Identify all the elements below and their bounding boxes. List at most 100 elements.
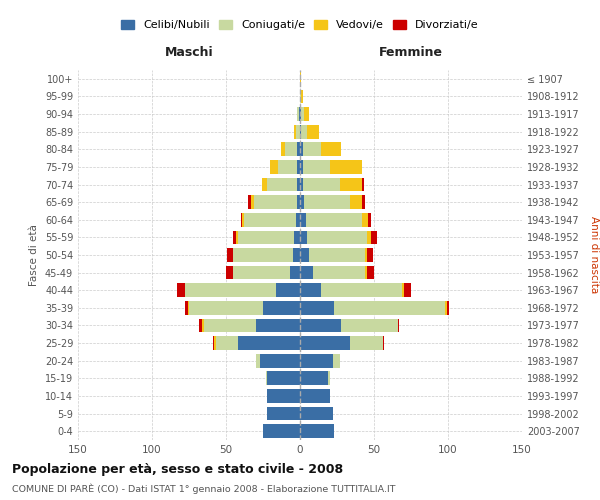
Bar [300,160,303,174]
Bar [214,336,215,350]
Bar [321,284,402,297]
Bar [306,213,362,226]
Bar [300,90,301,104]
Bar [367,230,371,244]
Bar [294,125,296,138]
Bar [185,284,277,297]
Bar [271,160,278,174]
Bar [285,142,297,156]
Text: Maschi: Maschi [164,46,214,60]
Bar [296,213,300,226]
Bar [300,248,309,262]
Bar [367,248,373,262]
Bar [300,372,328,385]
Bar [204,318,256,332]
Bar [299,107,300,121]
Bar [254,196,297,209]
Bar [300,125,301,138]
Bar [188,301,189,314]
Bar [300,213,306,226]
Bar [341,318,398,332]
Bar [262,178,268,192]
Bar [256,354,260,368]
Bar [297,160,300,174]
Bar [268,178,297,192]
Bar [332,354,340,368]
Text: Femmine: Femmine [379,46,443,60]
Bar [334,301,445,314]
Bar [189,301,263,314]
Bar [212,336,214,350]
Bar [328,372,329,385]
Bar [313,266,365,280]
Bar [290,266,300,280]
Bar [266,372,268,385]
Bar [300,178,303,192]
Bar [329,160,362,174]
Bar [297,107,299,121]
Bar [402,284,404,297]
Bar [300,336,350,350]
Y-axis label: Anni di nascita: Anni di nascita [589,216,599,294]
Bar [300,284,321,297]
Bar [307,230,367,244]
Bar [300,72,301,86]
Bar [297,142,300,156]
Bar [362,213,368,226]
Bar [307,125,319,138]
Bar [350,336,383,350]
Bar [303,160,329,174]
Bar [236,230,238,244]
Bar [303,142,321,156]
Bar [185,301,188,314]
Text: COMUNE DI PARÈ (CO) - Dati ISTAT 1° gennaio 2008 - Elaborazione TUTTITALIA.IT: COMUNE DI PARÈ (CO) - Dati ISTAT 1° genn… [12,484,395,494]
Bar [368,213,371,226]
Bar [301,90,303,104]
Bar [294,230,300,244]
Bar [365,266,367,280]
Bar [300,389,329,403]
Bar [177,284,185,297]
Bar [303,178,340,192]
Bar [297,178,300,192]
Bar [296,125,300,138]
Bar [268,389,300,403]
Bar [238,336,300,350]
Bar [301,107,304,121]
Bar [202,318,204,332]
Bar [404,284,411,297]
Bar [300,301,334,314]
Bar [383,336,385,350]
Bar [263,301,300,314]
Bar [300,196,304,209]
Bar [398,318,399,332]
Bar [277,284,300,297]
Bar [365,248,367,262]
Bar [371,230,377,244]
Bar [340,178,362,192]
Bar [367,266,374,280]
Bar [300,406,332,420]
Bar [309,248,365,262]
Bar [293,248,300,262]
Bar [233,248,293,262]
Bar [321,142,341,156]
Bar [304,107,309,121]
Bar [300,142,303,156]
Bar [300,107,301,121]
Bar [301,125,307,138]
Bar [215,336,238,350]
Bar [445,301,446,314]
Bar [350,196,362,209]
Bar [241,213,242,226]
Bar [227,248,233,262]
Bar [300,266,313,280]
Bar [278,160,297,174]
Bar [263,424,300,438]
Bar [268,372,300,385]
Bar [300,230,307,244]
Bar [233,230,236,244]
Bar [242,213,244,226]
Bar [233,266,290,280]
Bar [251,196,254,209]
